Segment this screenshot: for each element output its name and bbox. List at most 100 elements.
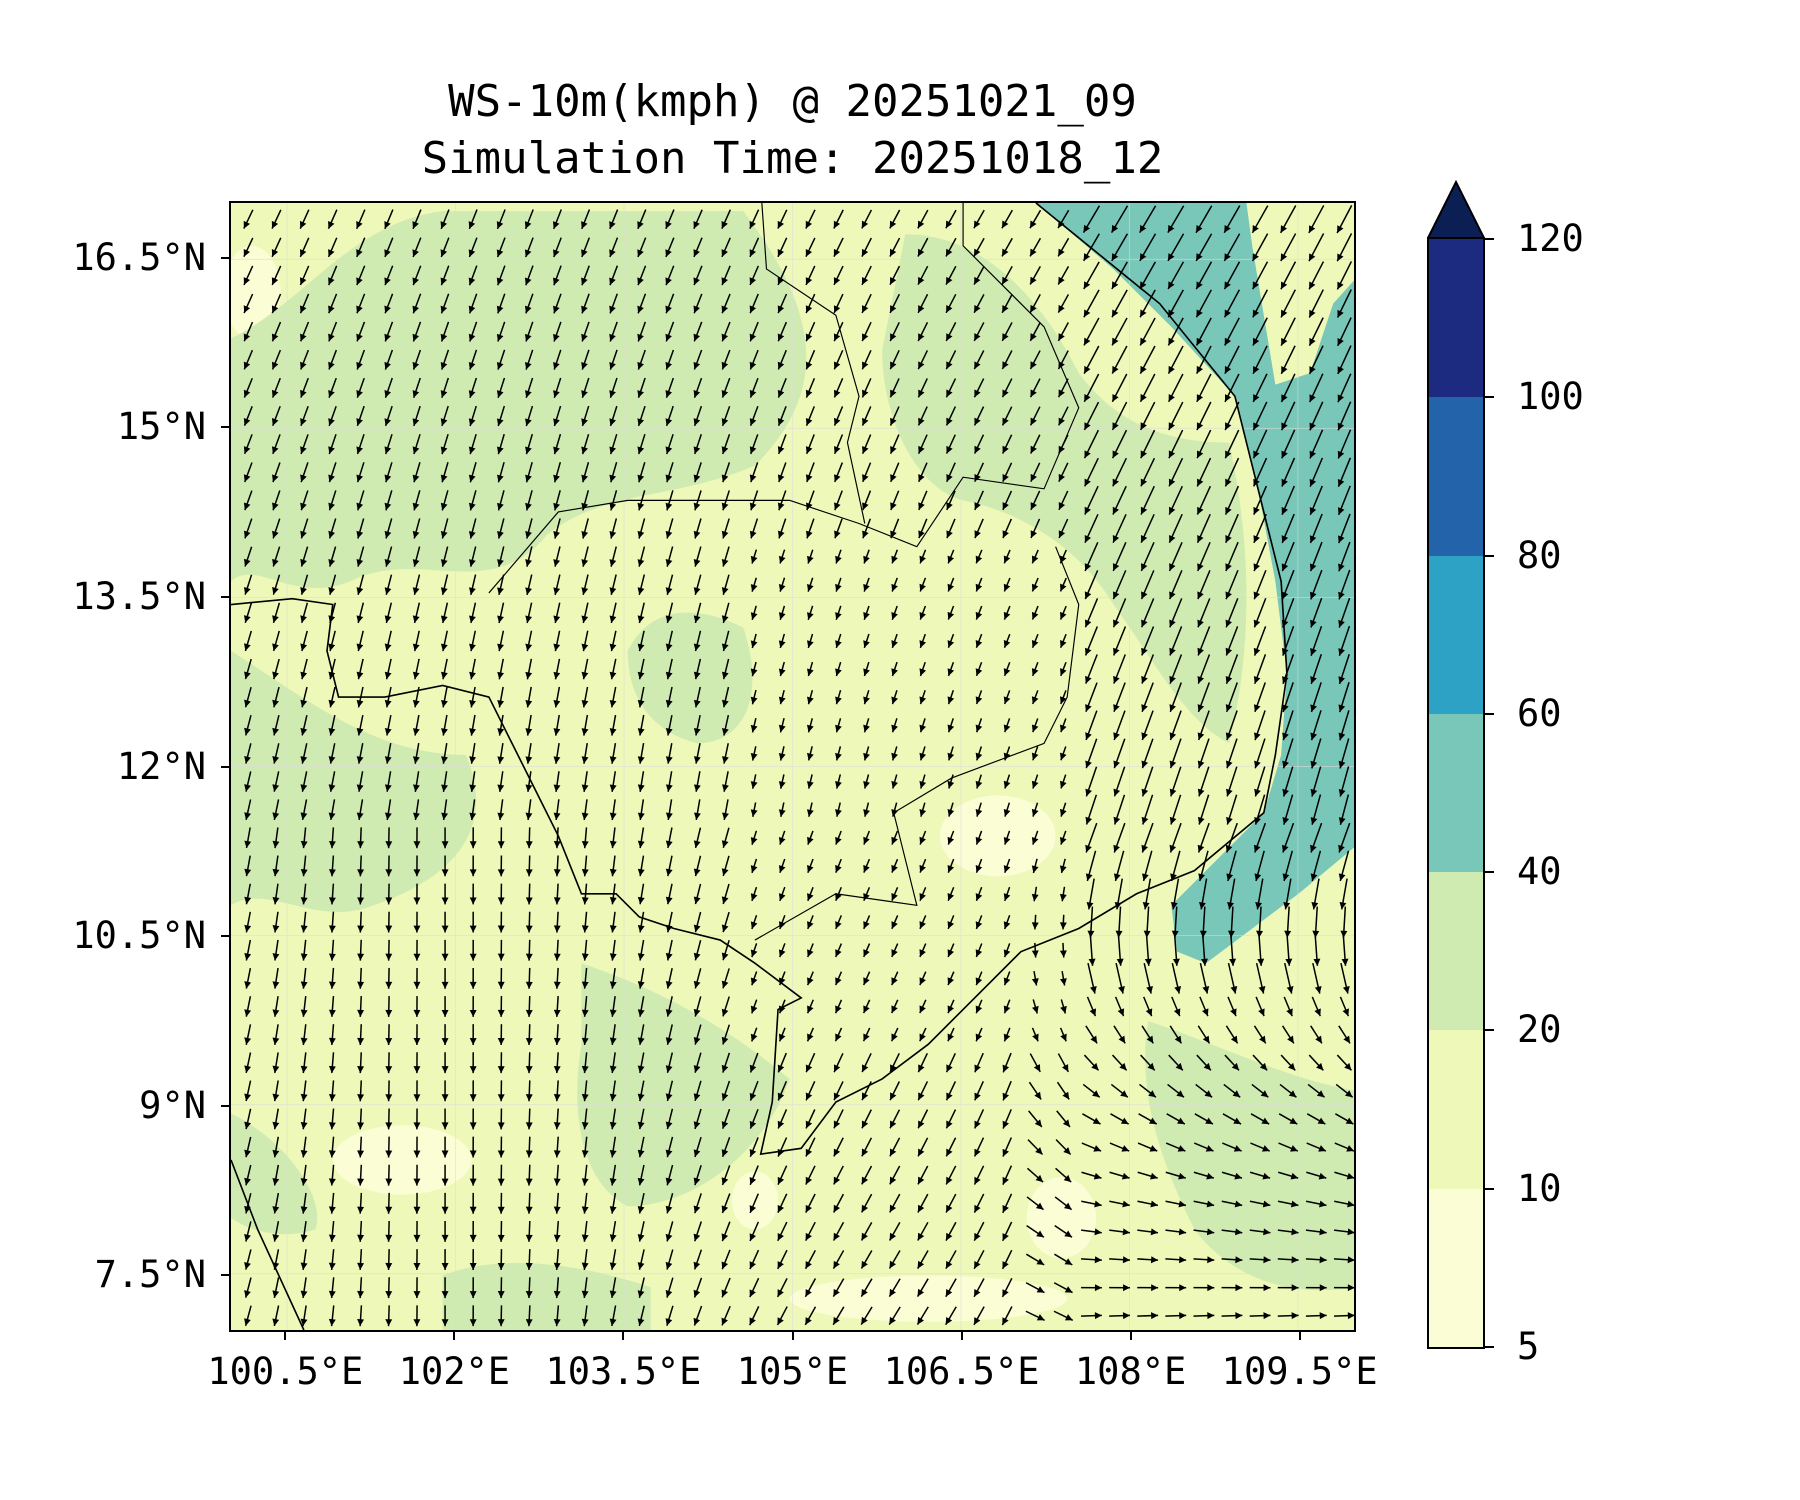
wind-arrow [919,858,927,873]
wind-arrow [889,1165,901,1185]
wind-arrow [750,689,758,705]
wind-arrow [891,746,898,761]
wind-arrow [749,209,760,229]
wind-arrow [609,630,617,652]
chart-title: WS-10m(kmph) @ 20251021_09 [448,76,1137,127]
wind-arrow [1221,1312,1243,1320]
wind-arrow [1193,1200,1215,1208]
wind-arrow [300,377,309,398]
lon-tick [622,1332,625,1340]
wind-arrow [525,490,533,511]
wind-arrow [272,1277,280,1299]
wind-arrow [609,855,617,877]
wind-arrow [1277,1171,1299,1180]
lat-tick [221,426,229,429]
wind-arrow [300,827,308,849]
wind-arrow [722,799,729,821]
wind-arrow [834,518,843,539]
wind-arrow [806,746,814,761]
wind-arrow [497,1164,505,1186]
wind-arrow [1085,794,1098,825]
wind-arrow [721,686,730,708]
wind-arrow [805,1109,816,1129]
wind-arrow [525,799,533,821]
wind-arrow [328,1136,336,1158]
wind-arrow [693,1024,702,1045]
wind-arrow [945,1052,956,1073]
wind-arrow [1085,766,1098,797]
wind-arrow [749,1080,759,1101]
colorbar-segment [1429,555,1483,714]
wind-arrow [1277,1256,1299,1264]
wind-arrow [497,743,505,764]
wind-arrow [665,546,674,567]
wind-arrow [1255,878,1264,910]
wind-arrow [1196,401,1212,431]
wind-arrow [1281,457,1296,487]
wind-arrow [945,1193,957,1213]
wind-arrow [777,1249,788,1270]
wind-arrow [863,577,870,592]
wind-arrow [947,999,955,1014]
wind-arrow [975,802,983,817]
wind-arrow [975,830,983,845]
wind-arrow [1311,878,1320,910]
wind-arrow [945,1250,957,1270]
wind-arrow [497,518,505,539]
wind-arrow [806,971,814,986]
wind-arrow [693,658,702,680]
wind-arrow [1306,1171,1327,1180]
wind-arrow [1198,850,1209,882]
wind-arrow [1197,794,1210,825]
wind-arrow [384,714,392,736]
wind-arrow [1196,345,1212,374]
wind-arrow [778,774,786,789]
wind-arrow [1197,710,1210,741]
wind-arrow [1338,682,1350,713]
wind-arrow [327,209,338,230]
wind-arrow [609,518,618,539]
colorbar-segment [1429,871,1483,1031]
lat-tick-label: 7.5°N [94,1253,206,1297]
wind-arrow [1279,205,1297,234]
wind-arrow [637,1136,645,1158]
wind-arrow [581,939,589,961]
wind-arrow [1088,934,1096,966]
lon-tick [1298,1332,1301,1340]
wind-arrow [665,658,673,680]
wind-arrow [749,1137,759,1158]
wind-arrow [385,1052,393,1074]
wind-arrow [271,406,281,427]
wind-arrow [1253,822,1267,853]
wind-arrow [835,577,842,592]
wind-arrow [1138,1113,1158,1125]
wind-arrow [750,943,758,958]
wind-arrow [889,350,900,370]
wind-arrow [778,915,786,930]
wind-arrow [637,490,646,511]
wind-arrow [1167,205,1185,234]
wind-arrow [947,774,955,789]
wind-arrow [973,265,985,285]
wind-arrow [1221,1256,1243,1264]
wind-arrow [777,377,787,398]
wind-arrow [553,1164,561,1186]
wind-arrow [581,433,590,455]
wind-arrow [271,209,282,229]
colorbar-tick-label: 10 [1517,1166,1562,1210]
wind-arrow [1081,1312,1102,1320]
wind-arrow [356,377,365,398]
wind-arrow [778,661,786,677]
wind-arrow [917,406,928,426]
wind-arrow [272,1108,280,1130]
lon-tick [453,1332,456,1340]
wind-arrow [356,518,365,539]
wind-arrow [272,911,280,933]
wind-arrow [889,237,901,257]
wind-arrow [1338,766,1350,797]
wind-arrow [947,577,955,592]
wind-arrow [1224,1054,1240,1071]
wind-arrow [916,1278,929,1298]
gridlines [231,203,1354,1330]
wind-arrow [328,1277,336,1299]
